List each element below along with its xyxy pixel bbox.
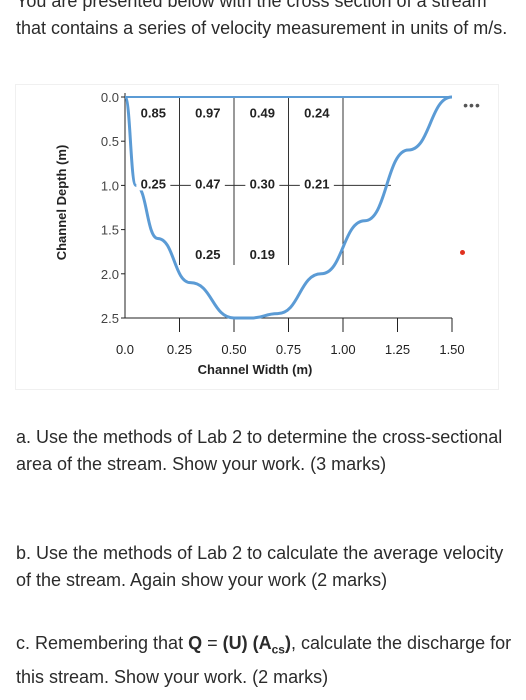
velocity-label-bg [299,175,334,191]
velocity-label: 0.21 [304,176,329,191]
formula-a-open: (A [252,633,272,653]
y-tick-label: 1.5 [101,223,119,238]
formula-u: (U) [222,633,248,653]
chart-figure [15,84,499,390]
question-c-suffix: , calculate the discharge for this strea… [16,633,512,687]
velocity-label-bg [245,246,280,262]
velocity-label-bg [245,175,280,191]
x-tick-label: 1.25 [385,342,410,357]
velocity-label: 0.85 [141,106,166,121]
velocity-label-bg [190,246,225,262]
x-tick-label: 0.0 [116,342,134,357]
x-tick-label: 0.50 [221,342,246,357]
velocity-label-bg [136,104,171,120]
velocity-label-bg [245,104,280,120]
y-tick-label: 0.0 [101,90,119,105]
formula-a: (Acs) [252,633,291,657]
formula-a-subscript: cs [271,642,285,657]
velocity-label: 0.24 [304,106,330,121]
question-c: c. Remembering that Q = (U) (Acs), calcu… [16,630,512,691]
velocity-label: 0.49 [250,106,275,121]
y-tick-label: 1.0 [101,178,119,193]
x-axis-title: Channel Width (m) [198,362,313,377]
formula-q: Q [188,633,203,653]
y-tick-label: 2.5 [101,311,119,326]
velocity-label: 0.25 [141,176,166,191]
y-tick-label: 2.0 [101,267,119,282]
intro-text: You are presented below with the cross s… [16,0,508,38]
x-tick-label: 0.75 [276,342,301,357]
x-tick-label: 0.25 [167,342,192,357]
x-tick-label: 1.00 [330,342,355,357]
velocity-label-bg [190,104,225,120]
y-tick-label: 0.5 [101,134,119,149]
y-axis-title: Channel Depth (m) [54,145,69,261]
more-options-icon[interactable]: ••• [463,97,481,113]
formula-equals: = [202,633,223,653]
velocity-label-bg [299,104,334,120]
channel-profile-curve [123,95,453,320]
velocity-label: 0.97 [195,106,220,121]
velocity-label-bg [136,175,171,191]
x-tick-label: 1.50 [439,342,464,357]
question-c-prefix: c. Remembering that [16,633,189,653]
formula-a-close: ) [284,633,291,653]
velocity-label: 0.19 [250,247,275,262]
channel-cross-section-chart: 0.0 0.5 1.0 1.5 2.0 2.5 0.0 0.25 0.50 0.75 1.00 1.2… [54,90,465,377]
velocity-label-bg [190,175,225,191]
question-a: a. Use the methods of Lab 2 to determine… [16,427,503,474]
velocity-label: 0.25 [195,247,220,262]
question-b: b. Use the methods of Lab 2 to calculate… [16,543,504,590]
red-dot-marker [460,250,465,255]
velocity-label: 0.47 [195,176,220,191]
velocity-label: 0.30 [250,176,275,191]
